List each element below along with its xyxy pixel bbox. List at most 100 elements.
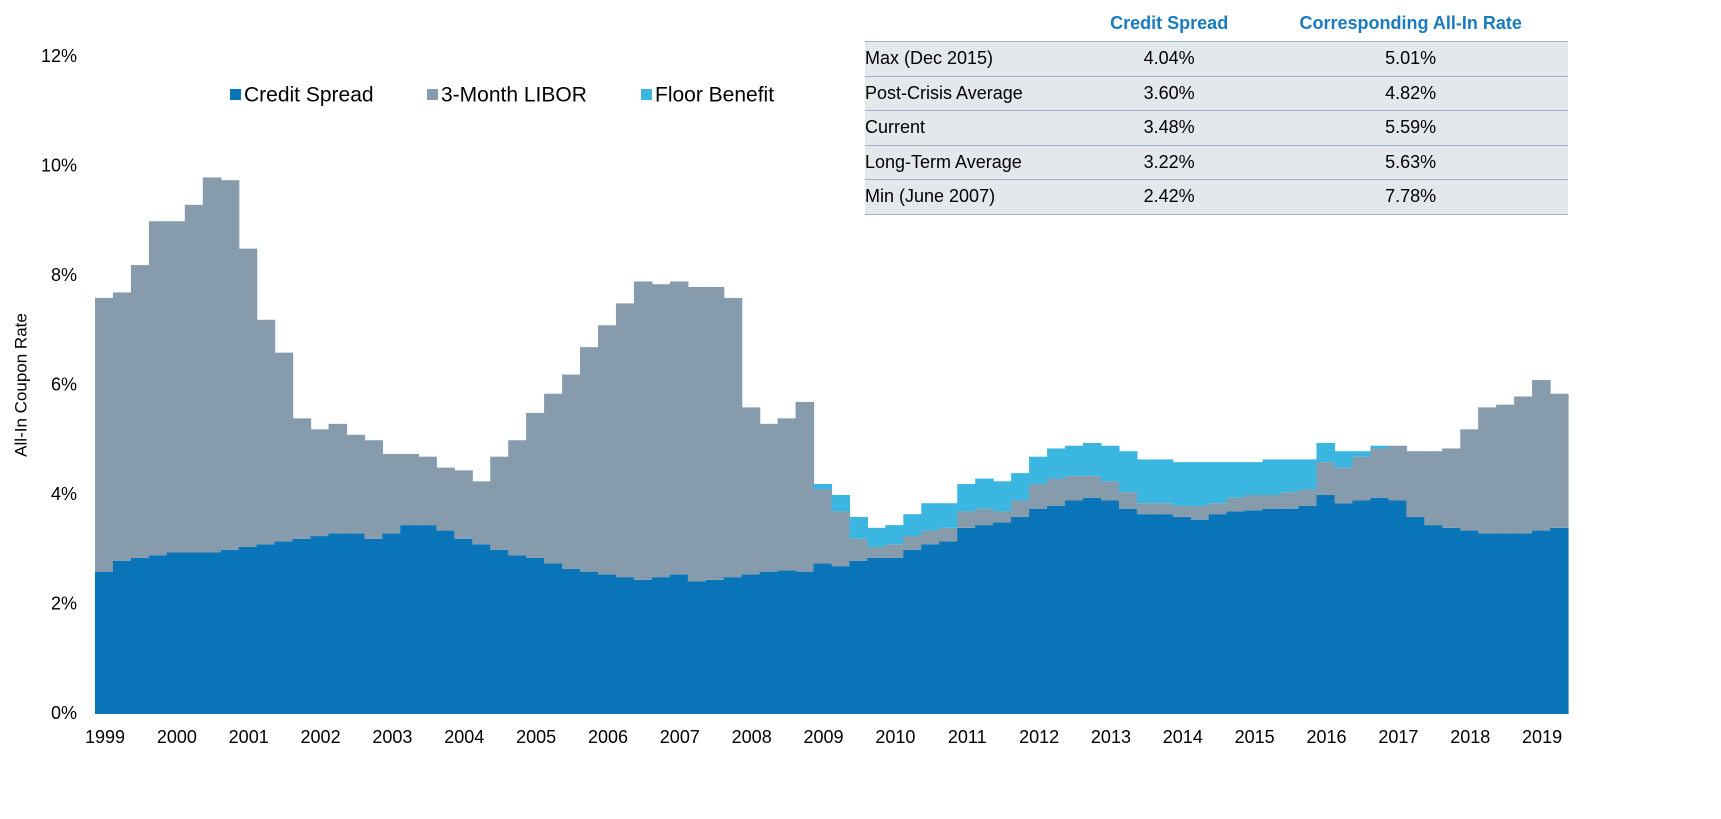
area-step	[436, 467, 455, 531]
area-step	[1226, 511, 1246, 714]
area-step	[867, 547, 886, 558]
x-tick-label: 2018	[1450, 727, 1490, 747]
area-step	[1136, 514, 1156, 714]
table-cell: 7.78%	[1253, 179, 1568, 215]
table-row: Current 3.48% 5.59%	[865, 110, 1568, 146]
area-step	[1334, 451, 1354, 468]
area-step	[1370, 445, 1389, 449]
area-step	[939, 503, 958, 528]
y-axis-title: All-In Coupon Rate	[11, 313, 30, 457]
area-step	[759, 423, 779, 572]
area-step	[112, 292, 132, 561]
area-step	[1316, 442, 1336, 463]
area-step	[382, 533, 401, 714]
x-tick-label: 2010	[875, 727, 915, 747]
area-step	[723, 577, 743, 714]
area-step	[238, 248, 258, 548]
area-step	[1082, 442, 1102, 476]
x-tick-label: 2016	[1306, 727, 1346, 747]
legend-swatch	[230, 89, 241, 100]
area-step	[1100, 500, 1120, 714]
area-step	[1172, 505, 1192, 517]
area-step	[849, 560, 869, 714]
area-step	[1514, 396, 1533, 534]
table-cell: 3.48%	[1085, 110, 1254, 146]
table-cell: Post-Crisis Average	[865, 75, 1085, 111]
area-step	[1011, 516, 1030, 714]
area-step	[1496, 533, 1515, 714]
table-cell: 3.22%	[1085, 144, 1254, 180]
area-step	[1316, 462, 1336, 495]
area-step	[1460, 530, 1479, 714]
area-step	[921, 503, 940, 531]
area-step	[1226, 462, 1246, 498]
area-step	[544, 563, 563, 714]
area-step	[687, 286, 707, 582]
x-tick-label: 2008	[732, 727, 772, 747]
area-step	[957, 527, 976, 714]
area-step	[1280, 492, 1300, 509]
area-step	[310, 536, 330, 714]
area-step	[1532, 380, 1551, 531]
area-step	[454, 470, 473, 539]
area-step	[831, 495, 851, 512]
area-step	[1172, 462, 1192, 506]
area-step	[1065, 445, 1084, 476]
x-tick-label: 2012	[1019, 727, 1059, 747]
area-step	[166, 552, 186, 714]
area-step	[1011, 473, 1030, 501]
area-step	[148, 555, 168, 714]
area-step	[562, 374, 581, 569]
area-step	[328, 533, 348, 714]
legend-label: Credit Spread	[244, 84, 374, 107]
area-step	[346, 533, 366, 714]
table-cell: 4.04%	[1085, 41, 1254, 77]
area-step	[1047, 505, 1066, 714]
legend-swatch	[427, 89, 438, 100]
table-row: Post-Crisis Average 3.60% 4.82%	[865, 75, 1568, 111]
area-step	[975, 478, 994, 509]
area-step	[1029, 508, 1048, 714]
area-step	[903, 514, 922, 537]
area-step	[1262, 508, 1282, 714]
table-cell: 3.60%	[1085, 75, 1254, 111]
area-step	[400, 453, 419, 526]
area-step	[921, 530, 940, 545]
area-step	[1532, 530, 1551, 714]
column-header: Credit Spread	[1110, 13, 1229, 33]
area-step	[526, 557, 545, 714]
area-step	[831, 511, 851, 567]
area-step	[1424, 525, 1443, 714]
area-step	[112, 560, 132, 714]
area-step	[580, 571, 599, 714]
area-step	[885, 544, 904, 558]
area-step	[418, 456, 437, 526]
area-step	[813, 484, 833, 490]
area-step	[705, 286, 725, 580]
x-tick-label: 2003	[372, 727, 412, 747]
area-step	[1172, 516, 1192, 714]
area-step	[1190, 519, 1210, 714]
area-step	[292, 538, 312, 714]
x-tick-label: 2014	[1163, 727, 1203, 747]
area-step	[1316, 495, 1336, 714]
legend-label: Floor Benefit	[655, 84, 774, 107]
area-step	[1514, 533, 1533, 714]
area-step	[1460, 429, 1479, 531]
x-tick-label: 2007	[660, 727, 700, 747]
x-tick-label: 2002	[301, 727, 341, 747]
area-step	[580, 347, 599, 572]
area-step	[1478, 407, 1497, 534]
area-step	[1298, 505, 1318, 714]
area-step	[867, 527, 886, 548]
area-step	[1154, 503, 1174, 515]
area-step	[957, 484, 976, 512]
table-row: Long-Term Average 3.22% 5.63%	[865, 144, 1568, 180]
area-step	[993, 481, 1012, 512]
area-step	[993, 511, 1012, 523]
area-step	[1047, 448, 1066, 479]
x-tick-label: 2013	[1091, 727, 1131, 747]
area-step	[1118, 451, 1138, 493]
table-row: Max (Dec 2015) 4.04% 5.01%	[865, 41, 1568, 77]
